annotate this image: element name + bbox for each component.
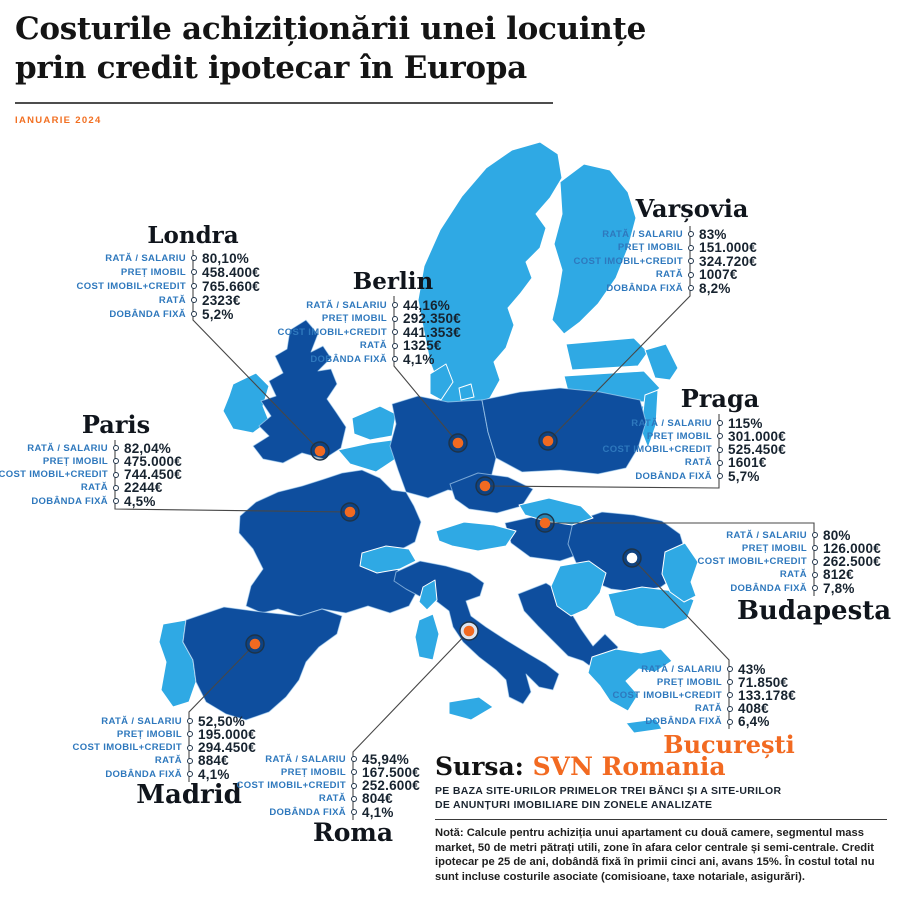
marker-bucuresti <box>622 548 642 568</box>
map-country-austria <box>435 521 517 552</box>
marker-roma <box>459 621 479 641</box>
title-line2: prin credit ipotecar în Europa <box>15 50 527 86</box>
source-subtitle: PE BAZA SITE-URILOR PRIMELOR TREI BĂNCI … <box>435 785 897 812</box>
leader-line-budapesta <box>545 522 815 596</box>
map-country-denmark-island <box>458 383 475 401</box>
source-name: SVN Romania <box>532 752 726 781</box>
map-country-belgium <box>337 439 398 473</box>
source-prefix: Sursa: <box>435 752 524 781</box>
title-divider <box>15 102 553 104</box>
map-country-spain <box>182 606 343 721</box>
source-subtitle-line2: DE ANUNȚURI IMOBILIARE DIN ZONELE ANALIZ… <box>435 798 713 811</box>
map-country-estonia <box>565 337 649 371</box>
map-country-bulgaria <box>607 586 695 630</box>
map-country-crete <box>625 718 663 734</box>
map-country-scandinavia <box>417 141 563 431</box>
map-country-sicily <box>448 696 494 721</box>
map-country-sardinia <box>414 613 440 661</box>
map-country-finland <box>551 163 637 335</box>
source-divider <box>435 819 887 820</box>
source-subtitle-line1: PE BAZA SITE-URILOR PRIMELOR TREI BĂNCI … <box>435 785 782 797</box>
page-title: Costurile achiziționării unei locuințe pr… <box>15 10 675 88</box>
source-block: Sursa: SVN Romania PE BAZA SITE-URILOR P… <box>435 752 897 884</box>
date-label: IANUARIE 2024 <box>15 115 102 126</box>
map-country-netherlands <box>351 405 397 441</box>
marker-berlin <box>448 433 468 453</box>
marker-varsovia <box>538 431 558 451</box>
map-country-greece <box>587 648 673 712</box>
map-country-switzerland <box>359 545 417 574</box>
title-line1: Costurile achiziționării unei locuințe <box>15 11 646 47</box>
map-country-moldova <box>661 542 699 603</box>
marker-londra <box>310 441 330 461</box>
marker-paris <box>340 502 360 522</box>
marker-madrid <box>245 634 265 654</box>
map-country-poland <box>481 387 647 475</box>
map-country-corsica <box>418 579 438 611</box>
map-country-france <box>238 469 422 617</box>
source-note: Notă: Calcule pentru achiziția unui apar… <box>435 827 875 883</box>
map-country-denmark <box>429 363 454 401</box>
source-title: Sursa: SVN Romania <box>435 752 897 781</box>
map-country-belarus <box>644 343 679 381</box>
map-country-serbia <box>550 560 607 617</box>
marker-praga <box>475 476 495 496</box>
city-markers <box>245 431 642 654</box>
marker-budapesta <box>535 513 555 533</box>
